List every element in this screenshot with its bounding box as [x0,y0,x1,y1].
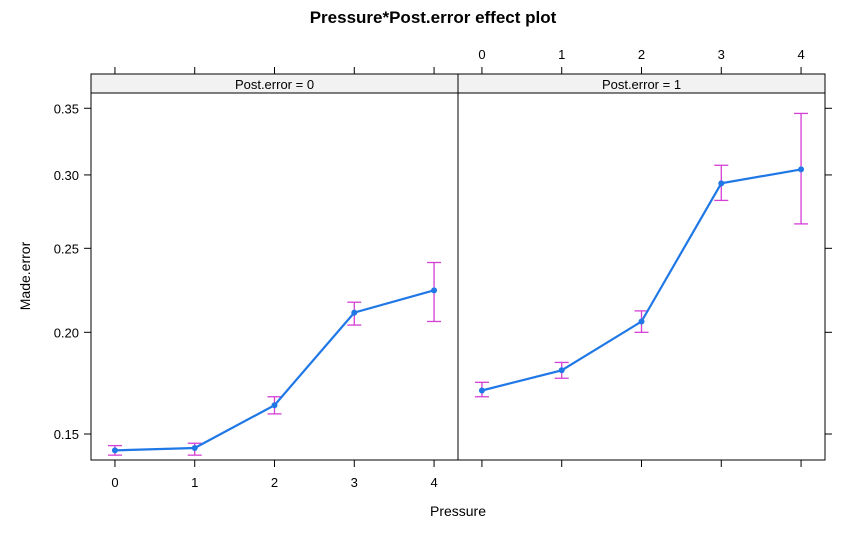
y-tick-label: 0.15 [54,427,79,442]
strip-label: Post.error = 0 [235,77,314,92]
series-line [114,289,435,452]
y-tick-label: 0.35 [54,101,79,116]
data-point [191,444,198,451]
x-tick-label: 2 [271,475,278,490]
y-axis-label: Made.error [17,241,33,310]
data-point [351,309,358,316]
x-tick-label-top: 1 [558,47,565,62]
x-tick-label: 4 [430,475,437,490]
data-point [718,180,725,187]
data-point [798,166,805,173]
x-tick-label: 3 [351,475,358,490]
data-point [271,402,278,409]
y-tick-label: 0.25 [54,241,79,256]
y-tick-label: 0.20 [54,325,79,340]
x-tick-label-top: 0 [478,47,485,62]
series-line [481,168,802,392]
x-tick-label: 1 [191,475,198,490]
strip-label: Post.error = 1 [602,77,681,92]
data-point [111,447,118,454]
data-point [478,387,485,394]
chart-title: Pressure*Post.error effect plot [310,8,557,27]
panels-layer: Post.error = 0 0 1 2 3 4 Post.error = 1 0 1 2 3 4 0.… [54,47,832,490]
panel-1: Post.error = 1 0 1 2 3 4 [457,47,826,467]
x-axis-label: Pressure [430,503,486,519]
panel-frame [457,73,826,461]
x-tick-label-top: 2 [638,47,645,62]
panel-0: Post.error = 0 0 1 2 3 4 [90,67,459,490]
x-tick-label-top: 3 [718,47,725,62]
data-point [638,318,645,325]
x-tick-label: 0 [111,475,118,490]
x-tick-label-top: 4 [797,47,804,62]
y-tick-label: 0.30 [54,168,79,183]
data-point [558,367,565,374]
data-point [431,287,438,294]
